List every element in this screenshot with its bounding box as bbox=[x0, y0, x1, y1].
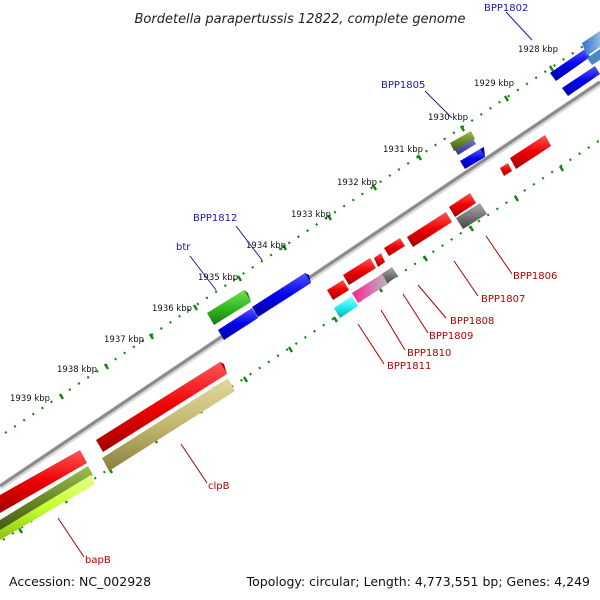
label-clpB: clpB bbox=[208, 481, 230, 492]
tick-label: 1938 kbp bbox=[57, 365, 97, 375]
gene-btr[interactable] bbox=[207, 290, 251, 325]
label-BPP1810: BPP1810 bbox=[407, 348, 451, 359]
gene-BPP1807[interactable] bbox=[407, 212, 452, 247]
tick-labels: 1928 kbp 1929 kbp 1930 kbp 1931 kbp 1932… bbox=[10, 45, 558, 404]
gene-bapB[interactable] bbox=[0, 466, 95, 540]
label-bapB: bapB bbox=[85, 555, 111, 566]
tick-label: 1934 kbp bbox=[246, 241, 286, 251]
gene-bapB-track[interactable] bbox=[0, 450, 87, 513]
label-BPP1802: BPP1802 bbox=[484, 3, 528, 14]
gene-BPP1806[interactable] bbox=[449, 193, 487, 229]
accession-text: Accession: NC_002928 bbox=[9, 574, 151, 589]
label-BPP1807: BPP1807 bbox=[481, 294, 525, 305]
tick-label: 1929 kbp bbox=[474, 79, 514, 89]
tick-label: 1936 kbp bbox=[152, 304, 192, 314]
tick-label: 1931 kbp bbox=[383, 145, 423, 155]
map-title: Bordetella parapertussis 12822, complete… bbox=[135, 12, 466, 27]
label-BPP1806: BPP1806 bbox=[513, 271, 557, 282]
gene-BPP1802[interactable] bbox=[550, 31, 600, 96]
tick-label: 1932 kbp bbox=[337, 178, 377, 188]
label-btr: btr bbox=[176, 242, 191, 253]
gene-BPP1808[interactable] bbox=[374, 238, 405, 267]
gene-BPP1810[interactable] bbox=[327, 258, 388, 303]
inner-major-ticks bbox=[17, 165, 565, 534]
label-BPP1809: BPP1809 bbox=[429, 331, 473, 342]
label-BPP1805: BPP1805 bbox=[381, 80, 425, 91]
label-BPP1811: BPP1811 bbox=[387, 361, 431, 372]
gene-BPP1811[interactable] bbox=[334, 296, 358, 318]
tick-label: 1935 kbp bbox=[198, 273, 238, 283]
gene-clpB-track[interactable] bbox=[96, 362, 227, 452]
tick-label: 1928 kbp bbox=[518, 45, 558, 55]
gene-clpB[interactable] bbox=[102, 378, 235, 471]
gene-BPP1812[interactable] bbox=[218, 273, 311, 340]
tick-label: 1933 kbp bbox=[291, 210, 331, 220]
outer-major-ticks bbox=[58, 65, 555, 400]
tick-label: 1930 kbp bbox=[428, 113, 468, 123]
tick-label: 1939 kbp bbox=[10, 394, 50, 404]
gene-reverse-topright[interactable] bbox=[500, 135, 551, 176]
tick-label: 1937 kbp bbox=[104, 335, 144, 345]
label-leaders bbox=[57, 11, 533, 558]
gene-BPP1805[interactable] bbox=[450, 131, 485, 169]
genome-summary-text: Topology: circular; Length: 4,773,551 bp… bbox=[246, 574, 590, 589]
label-BPP1812: BPP1812 bbox=[193, 213, 237, 224]
label-BPP1808: BPP1808 bbox=[450, 316, 494, 327]
